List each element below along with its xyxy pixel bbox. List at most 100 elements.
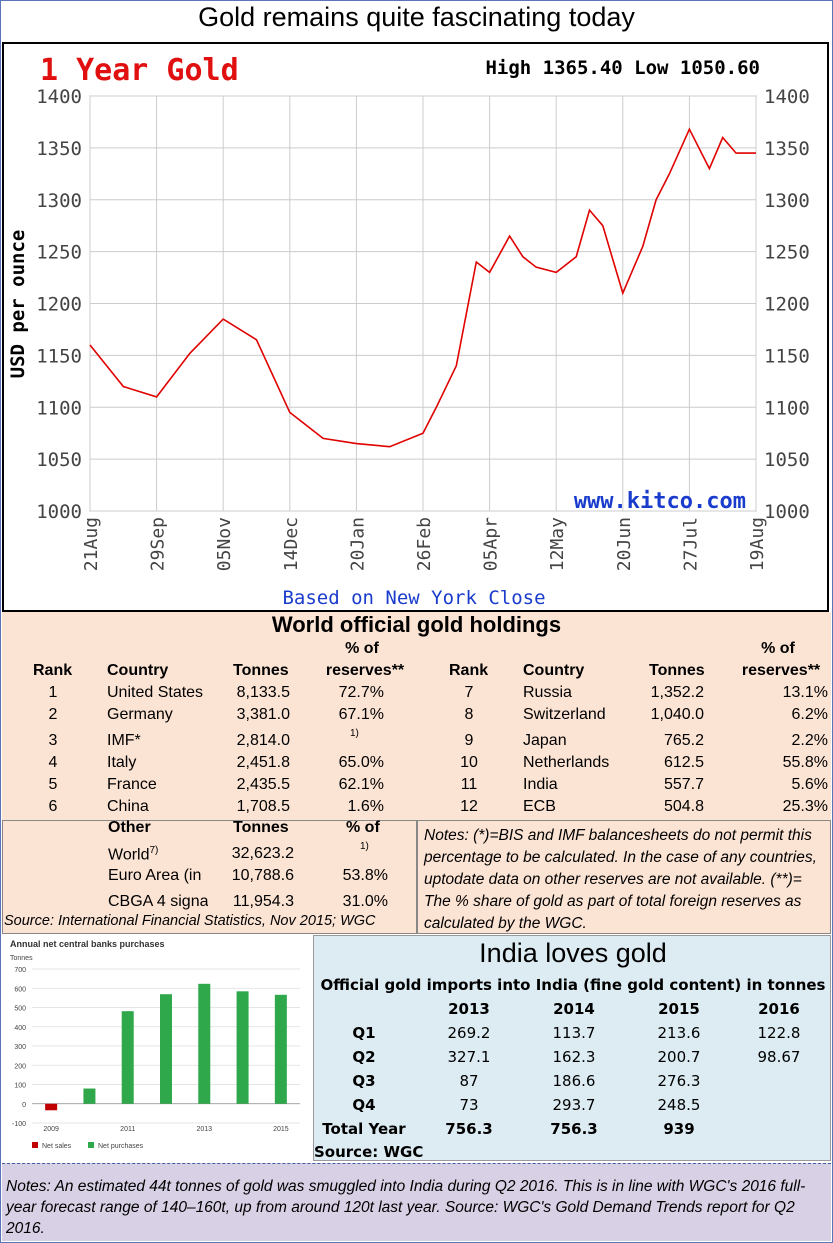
rank-cell: 12 [460,798,478,815]
rank-cell: 10 [460,754,478,771]
pct-cell: 25.3% [782,798,828,815]
tonnes-cell: 2,814.0 [236,732,290,749]
page-title: Gold remains quite fascinating today [198,2,635,32]
tonnes-cell: 8,133.5 [236,684,290,701]
header-reserves: reserves** [741,662,821,679]
kitco-chart-svg: 1400 1400 1350 1350 1300 1300 1250 1250 1200 1200… [7,53,810,609]
wgc-legend-sales: Net sales [42,1143,72,1150]
holdings-source: Source: International Financial Statisti… [4,913,376,929]
pct-cell: 13.1% [782,684,828,701]
india-row-label: Q2 [352,1048,376,1066]
wgc-title: Annual net central banks purchases [10,939,165,949]
country-cell: United States [107,684,204,701]
other-tonnes-cell: 11,954.3 [232,893,294,910]
holdings-notes: Notes: (*)=BIS and IMF balancesheets do … [417,820,831,934]
wgc-ytick: 500 [14,1006,26,1013]
rank-cell: 9 [464,732,474,749]
wgc-bar [274,994,287,1104]
holdings-title: World official gold holdings [271,612,562,637]
x-tick-label: 14Dec [281,517,302,571]
wgc-xtick: 2009 [43,1126,59,1133]
wgc-bar [236,991,249,1104]
header-rank: Rank [33,662,73,679]
country-cell: Italy [107,754,137,771]
wgc-ytick: 100 [14,1083,26,1090]
gold-price-line [89,127,756,448]
rank-cell: 7 [464,684,474,701]
other-bg [2,820,417,934]
country-cell: Switzerland [523,706,606,723]
india-year-header: 2016 [758,1000,800,1018]
other-pct-cell: 53.8% [342,867,388,884]
country-cell: Russia [523,684,572,701]
india-value-cell: 213.6 [657,1024,701,1042]
country-cell: IMF* [107,732,141,749]
rank-cell: 1 [48,684,58,701]
y-tick-label-right: 1200 [764,294,810,316]
india-value-cell: 186.6 [552,1072,596,1090]
wgc-bar-chart: Annual net central banks purchases Tonnes… [2,935,312,1161]
india-value-cell: 122.8 [757,1024,801,1042]
wgc-ytick: -100 [12,1121,26,1128]
other-tonnes-cell: 32,623.2 [231,845,294,862]
y-tick-label-left: 1150 [36,345,82,367]
wgc-bar [160,994,172,1104]
india-value-cell: 269.2 [447,1024,491,1042]
india-year-header: 2015 [658,1000,700,1018]
y-tick-label-right: 1100 [764,397,810,419]
other-tonnes-header: Tonnes [233,819,289,836]
india-row-label: Q1 [352,1024,376,1042]
header-country: Country [107,662,169,679]
wgc-bar [83,1088,96,1104]
x-tick-label: 05Apr [481,517,502,571]
country-cell: Germany [107,706,173,723]
india-value-cell: 200.7 [657,1048,701,1066]
x-tick-label: 20Jan [347,517,368,571]
other-name-cell: CBGA 4 signa [108,893,208,910]
x-tick-label: 29Sep [148,517,169,571]
chart-stats: High 1365.40 Low 1050.60 [485,57,760,79]
header-tonnes: Tonnes [649,662,705,679]
tonnes-cell: 2,451.8 [236,754,290,771]
y-tick-label-right: 1250 [764,242,810,264]
wgc-chart-svg: Annual net central banks purchases Tonnes… [10,939,300,1150]
other-name-cell: World7) [108,845,159,864]
wgc-xtick: 2013 [196,1126,212,1133]
wgc-ylabel: Tonnes [10,955,33,962]
footnote-marker: 7) [149,845,159,856]
header-reserves: reserves** [325,662,405,679]
india-row-label: Q3 [352,1072,376,1090]
india-year-header: 2014 [553,1000,595,1018]
india-value-cell: 276.3 [657,1072,701,1090]
country-cell: Netherlands [523,754,610,771]
pct-cell: 6.2% [791,706,828,723]
x-tick-label: 20Jun [614,517,635,571]
y-tick-label-left: 1300 [36,190,82,212]
india-year-header: 2013 [448,1000,490,1018]
wgc-ytick: 700 [14,967,26,974]
y-tick-label-right: 1300 [764,190,810,212]
kitco-watermark: www.kitco.com [574,489,746,514]
wgc-ytick: 400 [14,1025,26,1032]
header-country: Country [523,662,585,679]
india-value-cell: 113.7 [552,1024,596,1042]
wgc-ytick: 200 [14,1063,26,1070]
wgc-ytick: 600 [14,986,26,993]
tonnes-cell: 612.5 [663,754,704,771]
pct-cell: 1) [350,728,359,739]
tonnes-cell: 1,352.2 [650,684,704,701]
y-axis-label: USD per ounce [7,230,29,379]
pct-cell: 67.1% [338,706,384,723]
y-tick-label-left: 1400 [36,86,82,108]
wgc-ytick: 300 [14,1044,26,1051]
wgc-xtick: 2015 [273,1126,289,1133]
tonnes-cell: 1,708.5 [236,798,290,815]
tonnes-cell: 2,435.5 [236,776,290,793]
x-tick-label: 12May [547,517,568,571]
pct-cell: 5.6% [791,776,828,793]
india-value-cell: 939 [663,1120,695,1138]
rank-cell: 4 [48,754,58,771]
wgc-bar [45,1103,58,1111]
x-tick-label: 27Jul [680,517,701,571]
india-value-cell: 293.7 [552,1096,596,1114]
